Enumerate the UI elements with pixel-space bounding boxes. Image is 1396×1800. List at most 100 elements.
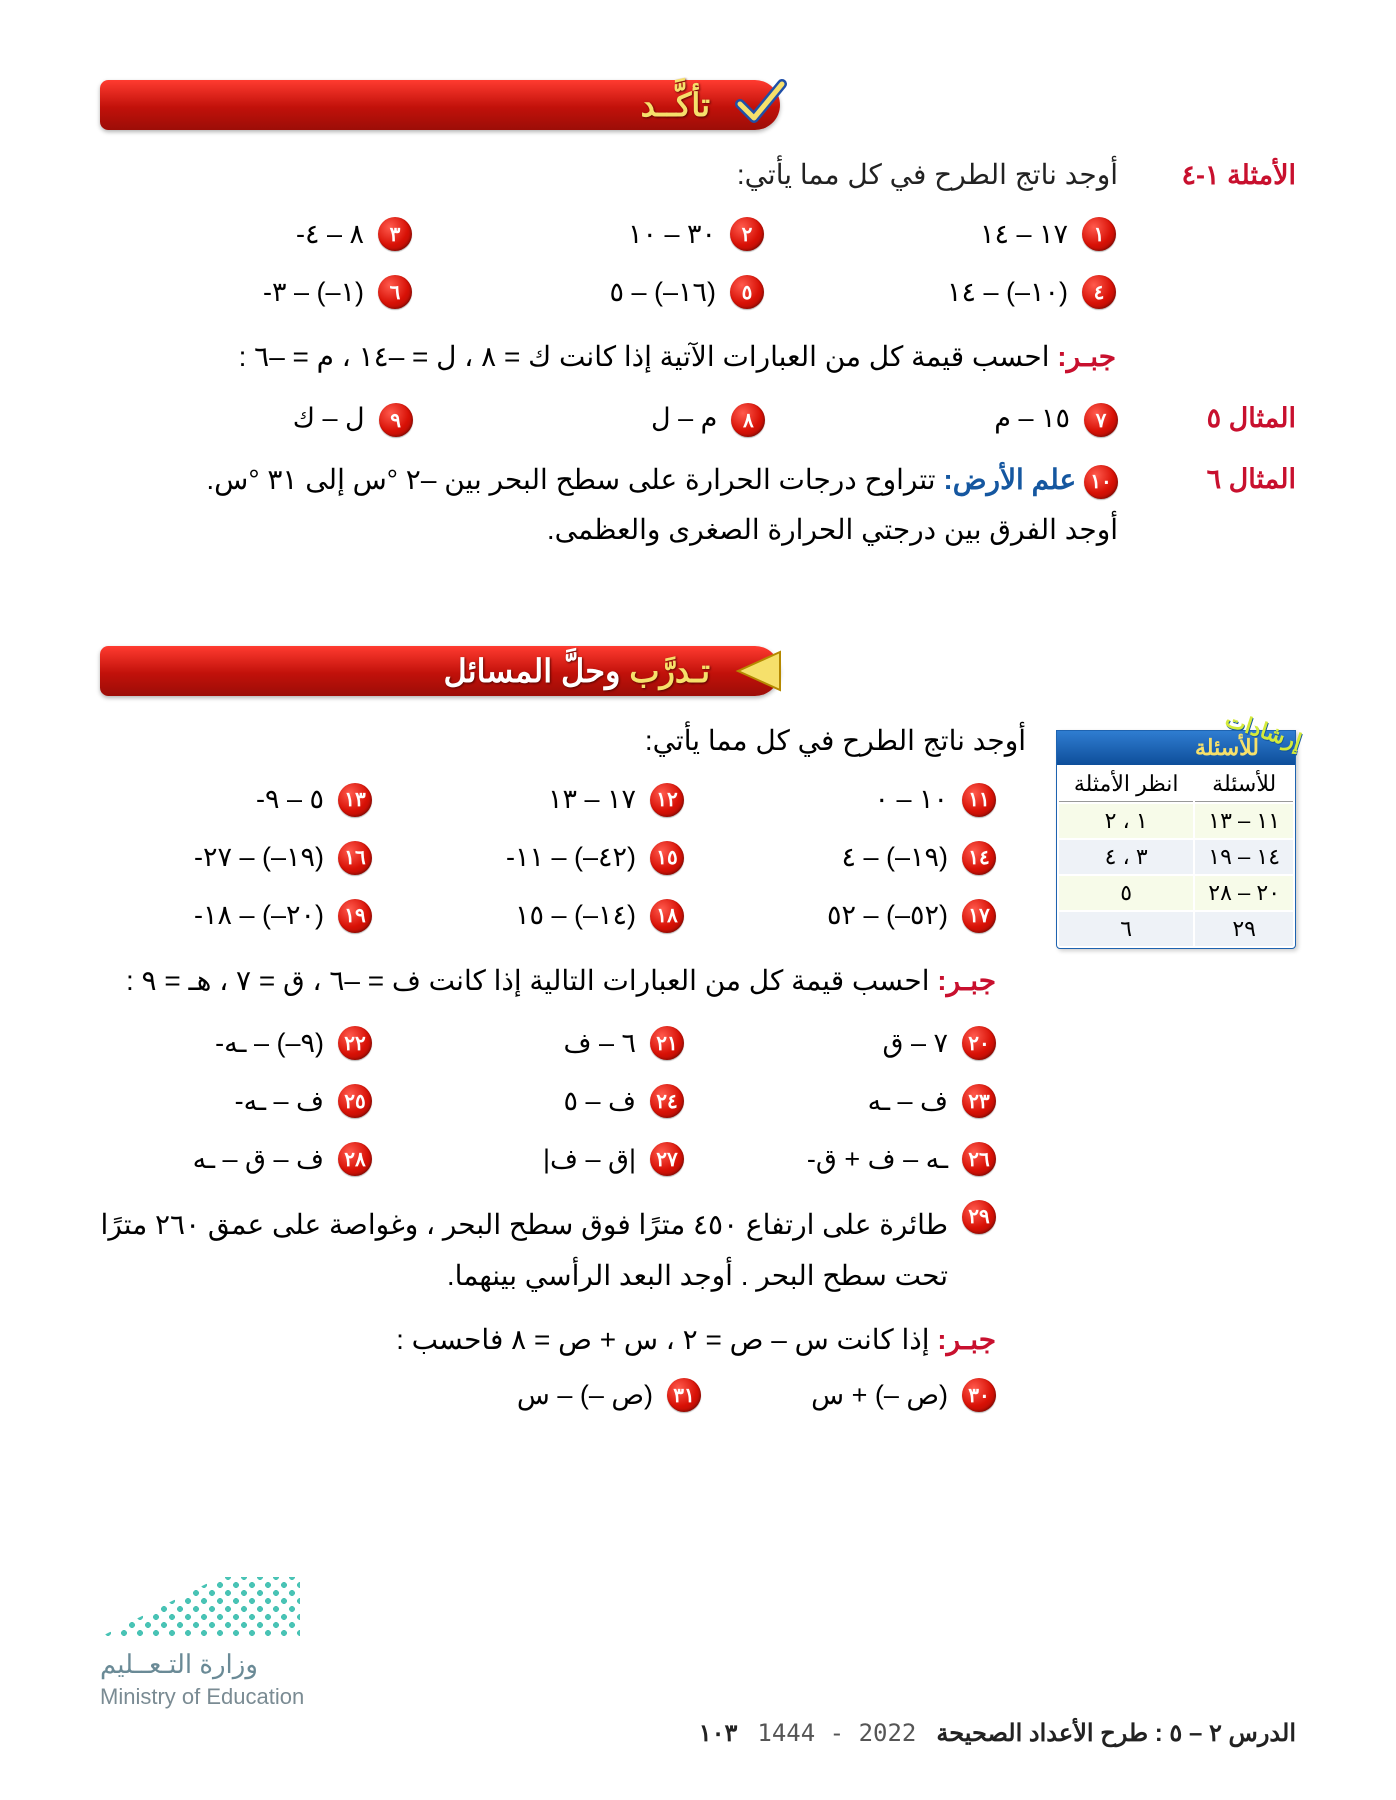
badge-31: ٣١ (667, 1378, 701, 1412)
expr-25: -هـ – ف (235, 1086, 324, 1117)
expr-15: -١١ – (–٤٢) (506, 842, 636, 873)
badge-1: ١ (1082, 217, 1116, 251)
ministry-logo-icon (100, 1577, 300, 1637)
expr-14: ٤ – (–١٩) (841, 842, 948, 873)
q29-text: طائرة على ارتفاع ٤٥٠ مترًا فوق سطح البحر… (100, 1200, 948, 1301)
badge-17: ١٧ (962, 899, 996, 933)
expr-6: -٣ – (–١) (263, 277, 364, 308)
q29-row: ٢٩ طائرة على ارتفاع ٤٥٠ مترًا فوق سطح ال… (100, 1200, 1026, 1301)
lead-text-1: أوجد ناتج الطرح في كل مما يأتي: (737, 158, 1118, 191)
badge-19: ١٩ (338, 899, 372, 933)
hints-table: للأسئلة انظر الأمثلة ١١ – ١٣١ ، ٢ ١٤ – ١… (1057, 765, 1295, 948)
year-stamp: 2022 - 1444 (757, 1719, 916, 1747)
expr-4: ١٤ – (–١٠) (947, 277, 1068, 308)
badge-20: ٢٠ (962, 1026, 996, 1060)
ministry-en: Ministry of Education (100, 1684, 304, 1709)
expr-28: هـ – ق – ف (193, 1144, 324, 1175)
expr-27: |ف – ق| (543, 1144, 636, 1175)
badge-14: ١٤ (962, 841, 996, 875)
page-footer: وزارة التـعــليم Ministry of Education ا… (100, 1577, 1296, 1748)
ministry-ar: وزارة التـعــليم (100, 1649, 258, 1679)
row-q1-3: ١١٤ – ١٧ ٢١٠ – ٣٠ ٣-٤ – ٨ (100, 217, 1296, 251)
practice-title: تـدرَّب وحلَّ المسائل (444, 652, 710, 690)
expr-19: -١٨ – (–٢٠) (194, 900, 324, 931)
practice-title-a: تـدرَّب (629, 653, 710, 689)
badge-7: ٧ (1084, 403, 1118, 437)
badge-18: ١٨ (650, 899, 684, 933)
expr-26: -ق + ف – هـ (807, 1144, 948, 1175)
expr-31: س – (– ص) (517, 1380, 653, 1411)
expr-20: ق – ٧ (883, 1028, 948, 1059)
algebra-kw-3: جبـر: (937, 1324, 996, 1355)
badge-30: ٣٠ (962, 1378, 996, 1412)
row-q23-25: ٢٣هـ – ف ٢٤٥ – ف ٢٥-هـ – ف (100, 1084, 1026, 1118)
hints-box: إرشادات للأسئلة للأسئلة انظر الأمثلة ١١ … (1056, 724, 1296, 949)
algebra-2: جبـر: احسب قيمة كل من العبارات التالية إ… (100, 957, 1026, 1005)
example-5-row: المثال ٥ ٧م – ١٥ ٨ل – م ٩ك – ل (100, 403, 1296, 438)
badge-28: ٢٨ (338, 1142, 372, 1176)
badge-21: ٢١ (650, 1026, 684, 1060)
badge-15: ١٥ (650, 841, 684, 875)
table-row: ١١ – ١٣١ ، ٢ (1059, 804, 1293, 838)
example-6-row: المثال ٦ ١٠ علم الأرض: تتراوح درجات الحر… (100, 455, 1296, 556)
algebra-text-2: احسب قيمة كل من العبارات التالية إذا كان… (126, 965, 930, 996)
row-q26-28: ٢٦ -ق + ف – هـ ٢٧ |ف – ق| ٢٨ هـ – ق – ف (100, 1142, 1026, 1176)
algebra-kw-1: جبـر: (1057, 341, 1116, 372)
badge-24: ٢٤ (650, 1084, 684, 1118)
row-q4-6: ٤١٤ – (–١٠) ٥٥ – (–١٦) ٦-٣ – (–١) (100, 275, 1296, 309)
lesson-title: الدرس ٢ – ٥ : طرح الأعداد الصحيحة (936, 1720, 1296, 1747)
row-q17-19: ١٧ ٥٢ – (–٥٢) ١٨ ١٥ – (–١٤) ١٩ -١٨ – (–٢٠) (100, 899, 1026, 933)
ref-examples-1-4: الأمثلة ١-٤ (1146, 160, 1296, 191)
expr-9: ك – ل (293, 403, 365, 437)
expr-18: ١٥ – (–١٤) (515, 900, 636, 931)
expr-3: -٤ – ٨ (296, 219, 364, 250)
badge-25: ٢٥ (338, 1084, 372, 1118)
badge-12: ١٢ (650, 783, 684, 817)
ref-example-6: المثال ٦ (1146, 455, 1296, 556)
badge-5: ٥ (730, 275, 764, 309)
badge-11: ١١ (962, 783, 996, 817)
expr-30: س + (– ص) (811, 1380, 948, 1411)
table-row: ٢٩٦ (1059, 912, 1293, 946)
ex6-line1: تتراوح درجات الحرارة على سطح البحر بين –… (206, 464, 935, 495)
badge-9: ٩ (379, 403, 413, 437)
expr-8: ل – م (651, 403, 717, 437)
expr-11: ٠ – ١٠ (874, 784, 948, 815)
badge-27: ٢٧ (650, 1142, 684, 1176)
expr-24: ٥ – ف (563, 1086, 636, 1117)
badge-22: ٢٢ (338, 1026, 372, 1060)
badge-26: ٢٦ (962, 1142, 996, 1176)
algebra-kw-2: جبـر: (937, 965, 996, 996)
expr-2: ١٠ – ٣٠ (628, 219, 716, 250)
expr-21: ف – ٦ (563, 1028, 636, 1059)
expr-12: ١٣ – ١٧ (548, 784, 636, 815)
badge-3: ٣ (378, 217, 412, 251)
ex6-line2: أوجد الفرق بين درجتي الحرارة الصغرى والع… (547, 514, 1118, 545)
row-q20-22: ٢٠ ق – ٧ ٢١ ف – ٦ ٢٢ -هـ – (–٩) (100, 1026, 1026, 1060)
practice-banner: تـدرَّب وحلَّ المسائل (100, 646, 780, 696)
triangle-icon (734, 650, 782, 692)
verify-title: تأكَّــد (641, 86, 710, 124)
badge-10: ١٠ (1084, 465, 1118, 499)
badge-29: ٢٩ (962, 1200, 996, 1234)
hints-th-a: انظر الأمثلة (1059, 767, 1193, 802)
badge-13: ١٣ (338, 783, 372, 817)
table-row: ٢٠ – ٢٨٥ (1059, 876, 1293, 910)
hints-th-q: للأسئلة (1195, 767, 1293, 802)
expr-1: ١٤ – ١٧ (980, 219, 1068, 250)
expr-22: -هـ – (–٩) (215, 1028, 324, 1059)
row-q30-31: ٣٠ س + (– ص) ٣١ س – (– ص) (100, 1378, 1026, 1412)
verify-banner: تأكَّــد (100, 80, 780, 130)
page-number: ١٠٣ (699, 1720, 738, 1747)
badge-16: ١٦ (338, 841, 372, 875)
table-row: ١٤ – ١٩٣ ، ٤ (1059, 840, 1293, 874)
algebra-text-1: احسب قيمة كل من العبارات الآتية إذا كانت… (239, 341, 1050, 372)
practice-title-b: وحلَّ المسائل (444, 653, 621, 689)
expr-17: ٥٢ – (–٥٢) (827, 900, 948, 931)
algebra-1: جبـر: احسب قيمة كل من العبارات الآتية إذ… (100, 333, 1296, 381)
row-q14-16: ١٤ ٤ – (–١٩) ١٥ -١١ – (–٤٢) ١٦ -٢٧ – (–١٩) (100, 841, 1026, 875)
expr-16: -٢٧ – (–١٩) (194, 842, 324, 873)
check-icon (732, 74, 788, 130)
badge-8: ٨ (731, 403, 765, 437)
expr-7: م – ١٥ (994, 403, 1070, 437)
